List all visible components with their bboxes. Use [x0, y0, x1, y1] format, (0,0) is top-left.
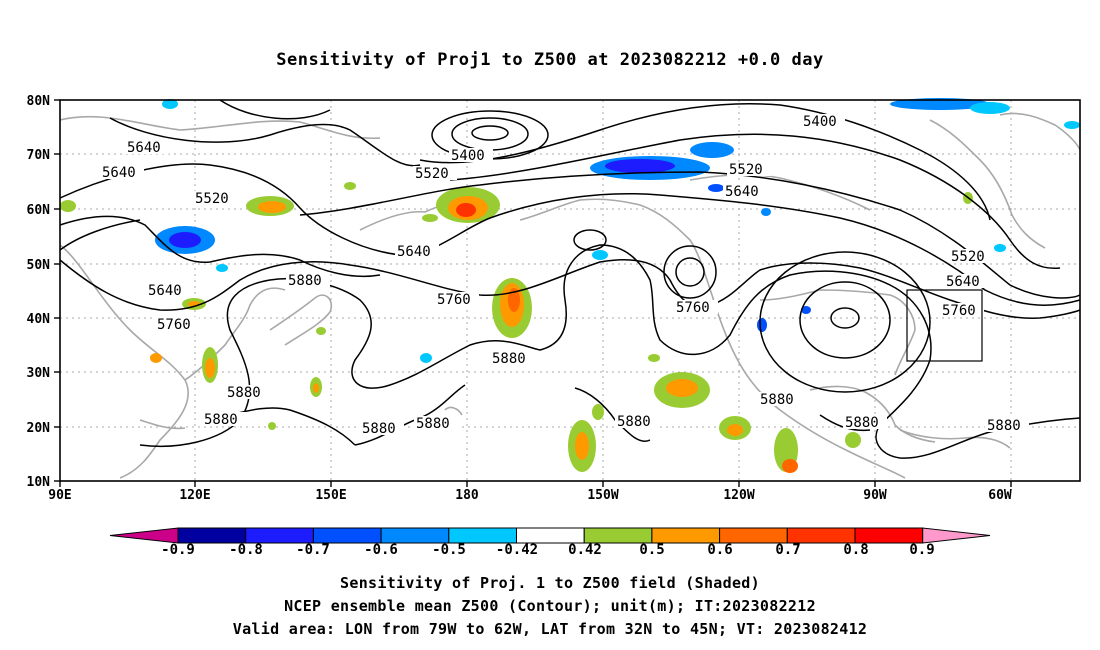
grid [60, 100, 1080, 481]
colorbar-label: 0.8 [843, 542, 869, 558]
colorbar-label: -0.6 [364, 542, 398, 558]
contour-high-outer [759, 251, 931, 393]
contour-low-ring-b [663, 245, 717, 299]
caption-shading: Sensitivity of Proj. 1 to Z500 field (Sh… [340, 574, 760, 592]
contour-label: 5880 [227, 385, 261, 401]
colorbar-swatch [380, 527, 450, 544]
colorbar-label: -0.7 [296, 542, 330, 558]
lon-label: 90E [48, 488, 71, 503]
lon-label: 120E [179, 488, 210, 503]
contour-label: 5760 [437, 292, 471, 308]
contour-label: 5880 [362, 421, 396, 437]
contour-label: 5400 [803, 114, 837, 130]
colorbar-swatch [583, 527, 653, 544]
colorbar-label: -0.42 [495, 542, 539, 558]
colorbar-swatch [786, 527, 856, 544]
contour-label: 5640 [397, 244, 431, 260]
contour-label: 5880 [288, 273, 322, 289]
lat-label: 50N [27, 258, 51, 273]
contour-label: 5520 [195, 191, 229, 207]
contour-label: 5880 [617, 414, 651, 430]
contour-label: 5880 [492, 351, 526, 367]
contour-label: 5400 [451, 148, 485, 164]
contour-label: 5760 [157, 317, 191, 333]
contour-label: 5640 [127, 140, 161, 156]
colorbar-high-end [922, 527, 991, 544]
contour-label: 5520 [415, 166, 449, 182]
contour-label: 5520 [729, 162, 763, 178]
latitude-labels: 80N 70N 60N 50N 40N 30N 20N 10N [27, 94, 51, 490]
longitude-labels: 90E 120E 150E 180 150W 120W 90W 60W [48, 488, 1012, 503]
colorbar-swatch [245, 527, 314, 544]
caption-contour: NCEP ensemble mean Z500 (Contour); unit(… [284, 597, 816, 615]
lon-label: 90W [863, 488, 887, 503]
colorbar-label: 0.42 [568, 542, 602, 558]
colorbar-label: 0.5 [639, 542, 665, 558]
contour-5280-ring [451, 117, 529, 151]
colorbar [109, 527, 991, 544]
z500-contours [59, 99, 1081, 459]
contour-labels: 5400 5400 5520 5520 5520 5520 5640 5640 … [100, 114, 1029, 437]
colorbar-swatch [448, 527, 517, 544]
lon-label: 60W [988, 488, 1012, 503]
lat-label: 10N [27, 475, 51, 490]
lon-label: 180 [455, 488, 479, 503]
map-title: Sensitivity of Proj1 to Z500 at 20230822… [276, 50, 824, 70]
contour-high-middle [799, 281, 891, 359]
contour-label: 5880 [416, 416, 450, 432]
colorbar-label: 0.9 [909, 542, 935, 558]
lon-label: 120W [723, 488, 754, 503]
contour-label: 5640 [148, 283, 182, 299]
contour-label: 5880 [845, 415, 879, 431]
lat-label: 70N [27, 148, 51, 163]
negative-sensitivity-shading [155, 98, 1080, 363]
colorbar-low-end [109, 527, 179, 544]
colorbar-swatch [651, 527, 721, 544]
contour-label: 5880 [760, 392, 794, 408]
contour-low-center [471, 125, 509, 141]
lat-label: 20N [27, 421, 51, 436]
contour-label: 5880 [204, 412, 238, 428]
colorbar-swatch [719, 527, 788, 544]
lat-label: 60N [27, 203, 51, 218]
colorbar-label: -0.5 [432, 542, 466, 558]
contour-label: 5880 [987, 418, 1021, 434]
contour-high-inner [830, 307, 860, 329]
lat-label: 30N [27, 366, 51, 381]
contour-low-ring-a [675, 257, 705, 287]
contour-label: 5640 [725, 184, 759, 200]
colorbar-swatch [177, 527, 247, 544]
contour-label: 5760 [942, 303, 976, 319]
valid-area-box [906, 289, 983, 362]
colorbar-label: 0.6 [707, 542, 733, 558]
caption-valid-area: Valid area: LON from 79W to 62W, LAT fro… [232, 620, 868, 638]
contour-label: 5640 [946, 274, 980, 290]
lat-label: 40N [27, 312, 51, 327]
colorbar-label: -0.8 [229, 542, 263, 558]
lat-label: 80N [27, 94, 51, 109]
colorbar-label: 0.7 [775, 542, 801, 558]
contour-label: 5520 [951, 249, 985, 265]
lon-label: 150E [315, 488, 346, 503]
colorbar-swatch [854, 527, 924, 544]
tick-marks [54, 99, 1012, 487]
contour-low-ring-c [573, 229, 607, 251]
map-frame [59, 99, 1081, 482]
contour-label: 5760 [676, 300, 710, 316]
colorbar-swatch [312, 527, 382, 544]
colorbar-swatch [516, 527, 585, 544]
contour-label: 5640 [102, 165, 136, 181]
colorbar-label: -0.9 [161, 542, 195, 558]
lon-label: 150W [587, 488, 618, 503]
